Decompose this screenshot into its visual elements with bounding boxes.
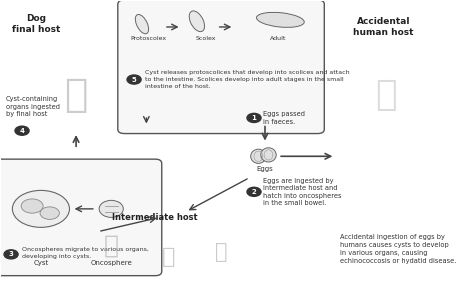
Text: Dog
final host: Dog final host bbox=[12, 14, 61, 34]
Circle shape bbox=[40, 207, 59, 219]
Text: Accidental ingestion of eggs by
humans causes cysts to develop
in various organs: Accidental ingestion of eggs by humans c… bbox=[340, 234, 456, 264]
Circle shape bbox=[21, 199, 43, 213]
Text: Oncosphere: Oncosphere bbox=[91, 260, 132, 266]
Circle shape bbox=[247, 113, 261, 123]
Ellipse shape bbox=[256, 12, 304, 27]
Ellipse shape bbox=[99, 200, 123, 217]
Circle shape bbox=[127, 75, 141, 84]
Text: 2: 2 bbox=[252, 189, 256, 195]
Text: Adult: Adult bbox=[270, 36, 286, 41]
Text: 🐕: 🐕 bbox=[64, 76, 88, 114]
Text: Accidental
human host: Accidental human host bbox=[353, 17, 414, 37]
Ellipse shape bbox=[189, 11, 205, 32]
Circle shape bbox=[247, 187, 261, 196]
Ellipse shape bbox=[261, 148, 276, 162]
Text: 5: 5 bbox=[132, 77, 137, 83]
Text: 🐄: 🐄 bbox=[104, 234, 118, 258]
Text: Cyst-containing
organs ingested
by final host: Cyst-containing organs ingested by final… bbox=[6, 96, 60, 117]
Text: 🫁: 🫁 bbox=[375, 78, 397, 112]
Text: Oncospheres migrate to various organs,
developing into cysts.: Oncospheres migrate to various organs, d… bbox=[22, 247, 149, 259]
FancyBboxPatch shape bbox=[118, 0, 324, 133]
Text: 4: 4 bbox=[19, 128, 25, 134]
Circle shape bbox=[12, 190, 70, 227]
Text: 🐖: 🐖 bbox=[215, 241, 228, 261]
Text: Eggs passed
in faeces.: Eggs passed in faeces. bbox=[263, 111, 305, 125]
Ellipse shape bbox=[136, 14, 149, 34]
Text: Eggs are ingested by
intermediate host and
hatch into oncospheres
in the small b: Eggs are ingested by intermediate host a… bbox=[263, 178, 341, 206]
Text: 🐑: 🐑 bbox=[162, 247, 175, 267]
Text: 3: 3 bbox=[9, 251, 13, 257]
Text: Cyst: Cyst bbox=[33, 260, 48, 266]
Text: 1: 1 bbox=[252, 115, 256, 121]
Ellipse shape bbox=[251, 149, 266, 163]
Text: Cyst releases protoscolices that develop into scolices and attach
to the intesti: Cyst releases protoscolices that develop… bbox=[146, 70, 350, 89]
Circle shape bbox=[4, 250, 18, 259]
Text: Scolex: Scolex bbox=[195, 36, 216, 41]
Circle shape bbox=[15, 126, 29, 135]
FancyBboxPatch shape bbox=[0, 159, 162, 276]
Text: Protoscolex: Protoscolex bbox=[130, 36, 167, 41]
Text: Eggs: Eggs bbox=[256, 166, 273, 172]
Text: Intermediate host: Intermediate host bbox=[112, 213, 198, 222]
